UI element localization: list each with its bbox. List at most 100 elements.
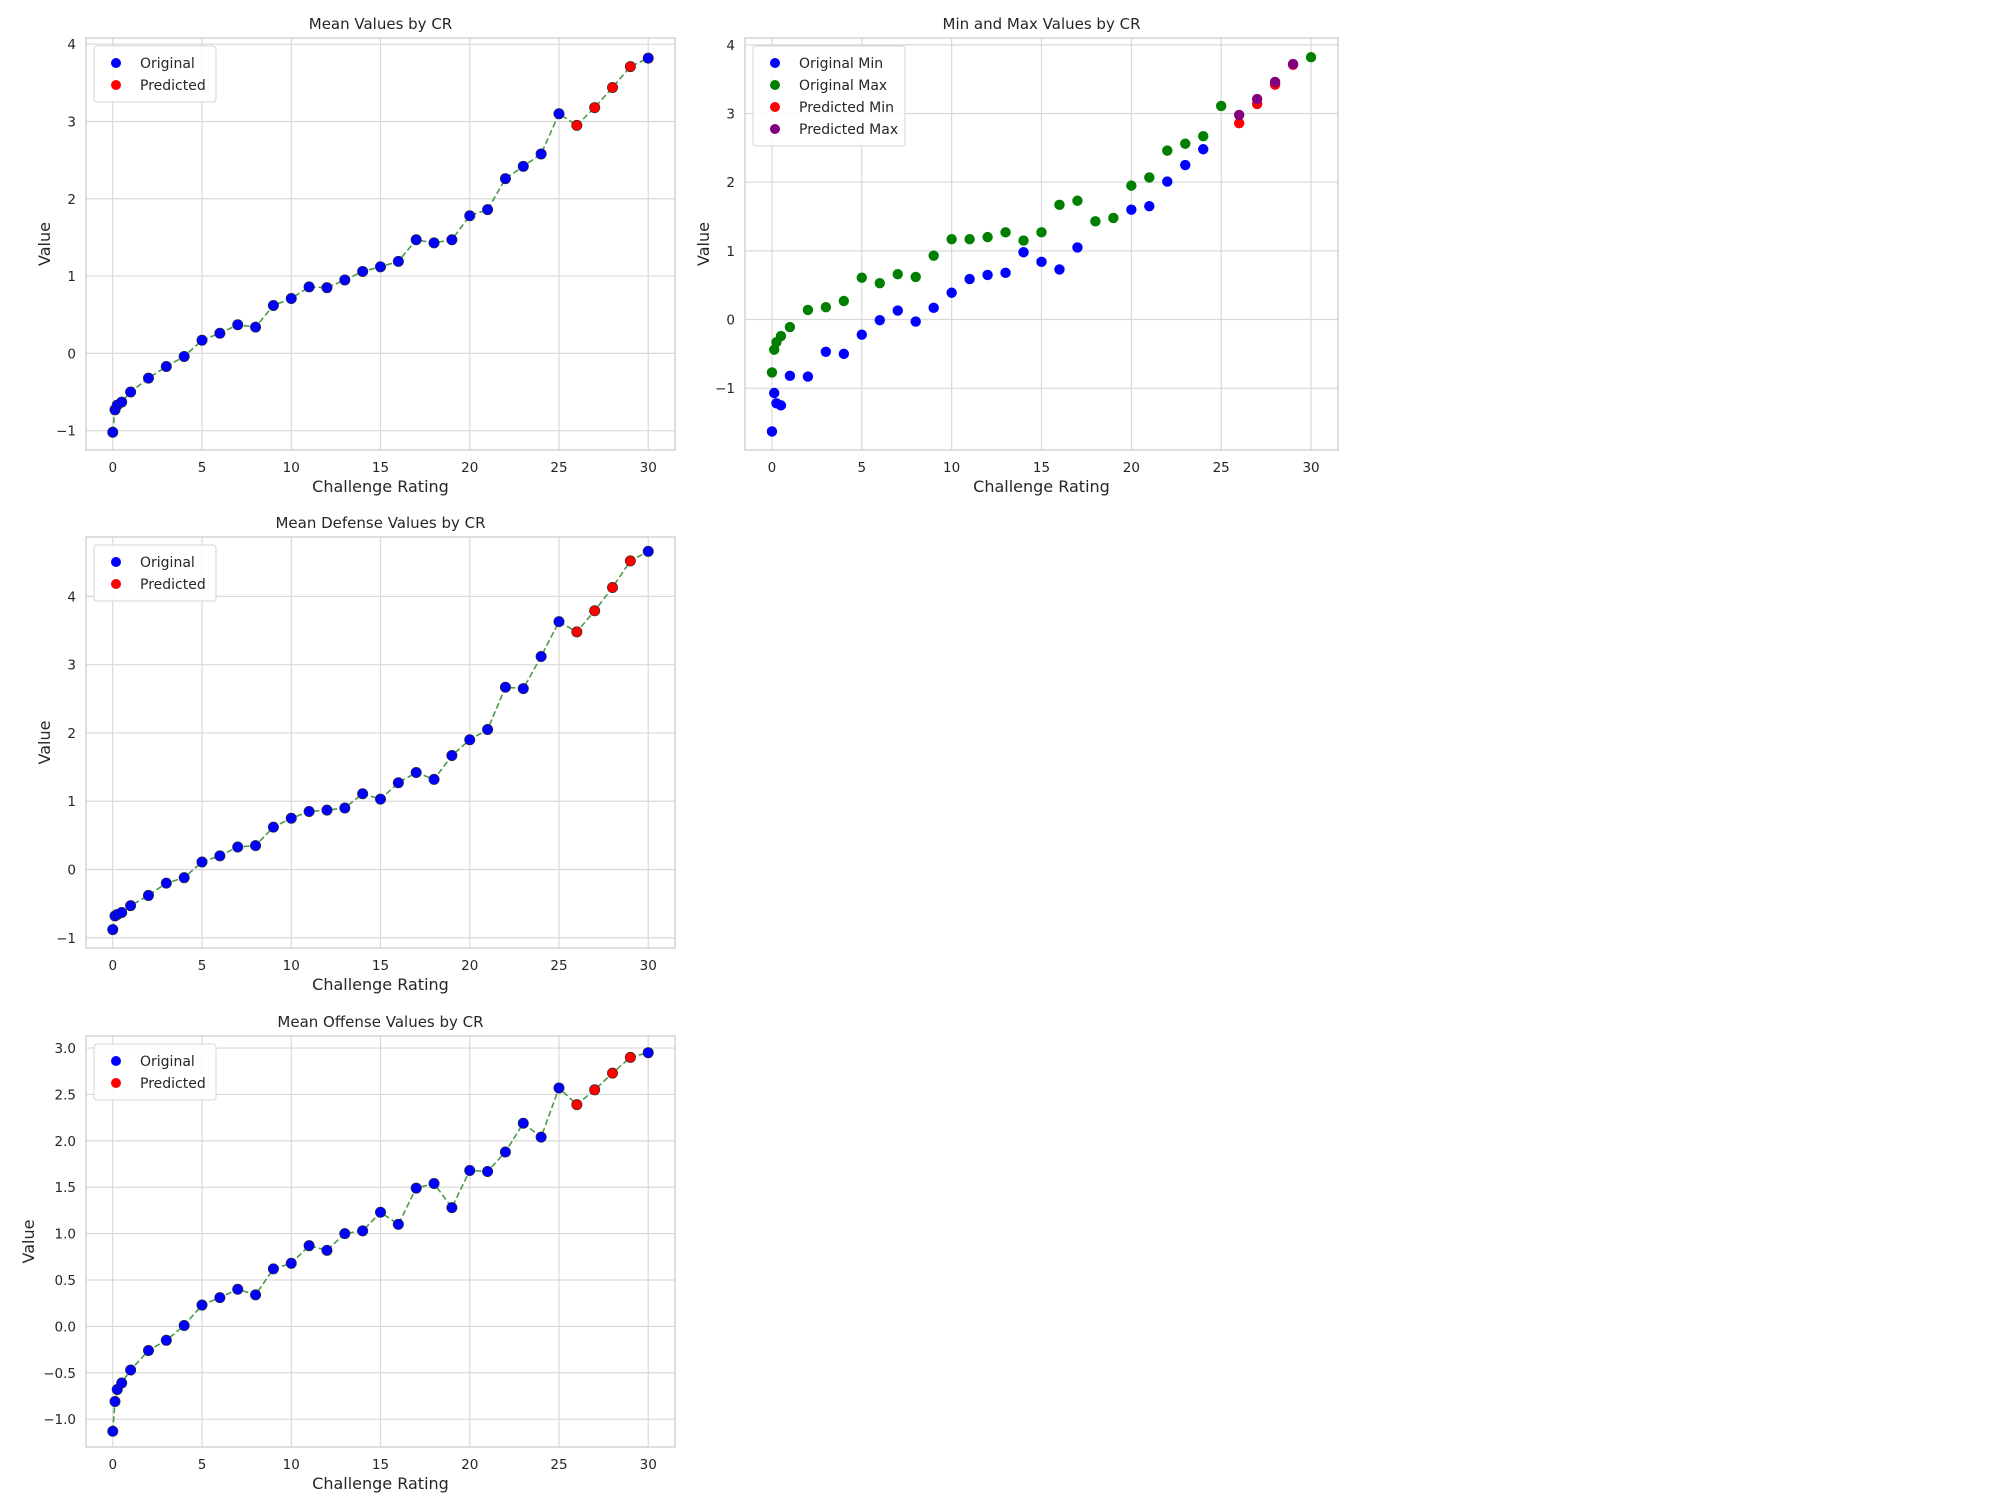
data-point [142,1345,154,1357]
legend: Original Min Original Max Predicted Min Pre… [752,45,906,147]
data-point [642,545,654,557]
y-tick-label: 3 [726,107,735,123]
legend-label: Original [140,56,195,72]
data-point [339,1228,351,1240]
data-point [517,1117,529,1129]
y-tick-label: −0.5 [43,1366,76,1382]
y-tick-label: 0 [67,862,76,878]
data-point [892,305,903,316]
trend-line [111,57,649,433]
data-point [374,793,386,805]
x-tick-label: 25 [550,1457,567,1473]
legend-marker [770,58,780,68]
data-point [214,327,226,339]
x-tick-label: 30 [640,958,657,974]
x-tick-label: 25 [550,460,567,476]
data-point [125,900,137,912]
data-point [250,1289,262,1301]
y-tick-label: −1 [715,381,735,397]
data-point [607,1067,619,1079]
data-point [160,1334,172,1346]
chart-4: 0 5 10 15 20 25 30 −1.0 −0.5 0.0 0.5 1.0 1.5 2.0 2.5 3.… [19,1013,676,1493]
x-tick-label: 5 [198,1457,207,1473]
y-tick-label: 1.5 [55,1180,76,1196]
data-point [1072,195,1083,206]
data-point [874,277,885,289]
data-point [784,370,796,382]
y-axis-label: Value [694,222,713,266]
data-point [535,1131,547,1143]
data-point [125,1364,137,1376]
x-tick-label: 25 [550,958,567,974]
chart-title: Mean Offense Values by CR [277,1013,483,1031]
chart-title: Mean Values by CR [309,15,452,33]
y-tick-label: −1 [56,931,76,947]
legend: Original Predicted [93,45,217,103]
x-tick-label: 25 [1213,460,1230,476]
x-tick-label: 30 [1302,460,1319,476]
data-point [1144,201,1155,212]
legend-marker [770,102,780,112]
series-original-min [766,144,1209,437]
data-point [856,329,868,340]
legend-label: Predicted [140,1076,206,1092]
data-point [946,233,957,245]
data-point [357,265,369,277]
data-point [1287,58,1299,70]
data-point [303,805,315,817]
data-point [1305,52,1317,63]
data-point [107,426,119,438]
data-point [553,616,565,628]
data-point [464,1165,476,1177]
data-point [267,1263,279,1275]
data-point [250,321,262,333]
series-predicted [571,555,636,638]
legend-label: Original Max [799,78,887,94]
x-axis-label: Challenge Rating [312,975,449,994]
data-point [517,160,529,172]
data-point [232,1283,244,1295]
x-tick-label: 0 [108,958,117,974]
legend-marker [111,58,121,68]
y-axis-label: Value [35,721,54,765]
data-point [142,889,154,901]
y-tick-label: 0 [67,346,76,362]
data-point [1215,100,1227,112]
data-point [982,269,993,281]
data-point [125,386,137,398]
data-point [482,724,494,736]
y-tick-label: 4 [67,589,76,605]
data-point [784,321,796,333]
data-point [428,1178,440,1190]
data-point [178,1319,190,1331]
y-tick-label: 2 [67,192,76,208]
series-original [107,1047,654,1437]
data-point [1180,159,1191,171]
data-point [446,234,458,246]
data-point [535,148,547,160]
y-tick-label: 1 [67,269,76,285]
data-point [571,119,583,131]
data-point [1126,180,1137,191]
data-point [1162,145,1173,156]
data-point [1108,212,1119,224]
data-point [607,582,619,594]
data-point [1198,144,1209,155]
data-point [410,767,422,779]
chart-title: Min and Max Values by CR [943,15,1141,33]
legend-marker [770,80,780,90]
data-point [874,315,885,326]
legend-label: Original [140,555,195,571]
x-tick-label: 5 [198,958,207,974]
data-point [285,292,297,304]
data-point [214,850,226,862]
y-tick-label: 3.0 [55,1041,76,1057]
x-tick-label: 20 [461,1457,478,1473]
data-point [589,102,601,114]
x-tick-label: 20 [461,958,478,974]
y-tick-label: 2 [67,726,76,742]
data-point [321,804,333,816]
x-tick-label: 15 [1033,460,1050,476]
data-point [1072,242,1083,253]
data-point [624,1051,636,1063]
